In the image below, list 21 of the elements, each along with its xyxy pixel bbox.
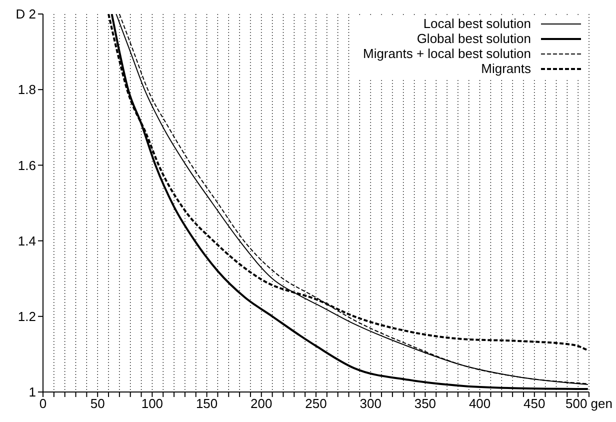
x-tick-label: 50 bbox=[90, 396, 105, 412]
y-tick-label: 1.8 bbox=[18, 82, 36, 98]
x-tick-label: 0 bbox=[39, 396, 47, 412]
y-tick-label: 1 bbox=[28, 384, 36, 400]
y-tick-label: 1.2 bbox=[18, 309, 36, 324]
x-tick-label: 300 bbox=[360, 396, 382, 412]
y-tick-label: 1.4 bbox=[18, 233, 36, 248]
x-tick-label: 100 bbox=[141, 396, 164, 412]
x-tick-label: 350 bbox=[414, 396, 436, 412]
legend-label: Migrants bbox=[481, 61, 531, 76]
legend-label: Migrants + local best solution bbox=[362, 46, 531, 61]
y-tick-label: D 2 bbox=[16, 6, 36, 22]
legend-label: Local best solution bbox=[423, 16, 531, 31]
x-tick-label: 200 bbox=[250, 396, 272, 412]
x-tick-label: 150 bbox=[196, 396, 218, 412]
x-tick-label: 250 bbox=[305, 396, 327, 412]
legend-label: Global best solution bbox=[416, 31, 531, 46]
x-tick-label: 450 bbox=[524, 396, 546, 412]
x-tick-label: 400 bbox=[468, 396, 491, 412]
x-tick-label: 500 gen bbox=[566, 396, 612, 412]
y-tick-label: 1.6 bbox=[18, 158, 36, 173]
